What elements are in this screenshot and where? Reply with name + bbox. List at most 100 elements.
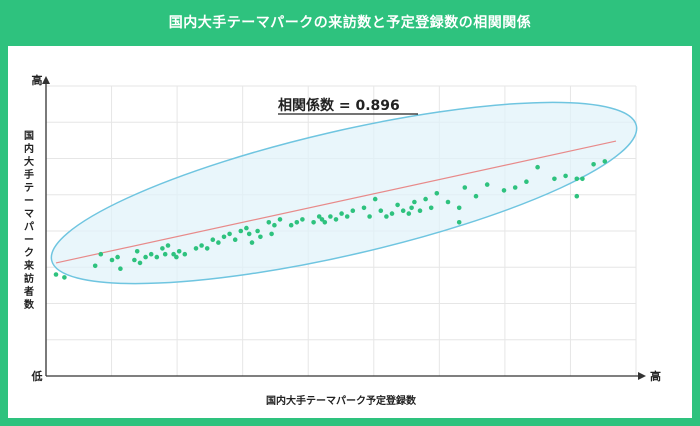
data-point	[591, 162, 596, 167]
y-axis-label-char: パ	[24, 222, 34, 233]
y-axis-label-char: 数	[24, 300, 34, 311]
data-point	[216, 240, 221, 245]
data-point	[535, 164, 540, 170]
data-point	[378, 208, 384, 213]
correlation-annotation: 相関係数 = 0.896	[278, 97, 400, 114]
data-point	[288, 222, 294, 228]
y-axis-label-char: 者	[24, 287, 34, 298]
data-point	[501, 188, 507, 193]
data-point	[162, 251, 168, 257]
data-point	[182, 251, 188, 257]
y-axis-label-char: ク	[24, 248, 34, 259]
data-point	[462, 185, 468, 190]
data-point	[238, 228, 244, 234]
data-point	[266, 220, 272, 225]
correlation-ellipse	[50, 101, 638, 285]
data-point	[602, 159, 608, 164]
y-axis-label-char: マ	[24, 209, 34, 220]
y-axis-label-char: 内	[24, 144, 34, 155]
data-point	[255, 228, 260, 234]
y-axis-label-char: 訪	[24, 274, 34, 285]
data-point	[199, 243, 204, 248]
data-point	[473, 193, 479, 199]
chart-title: 国内大手テーマパークの来訪数と予定登録数の相関関係	[168, 15, 532, 31]
data-point	[272, 222, 277, 228]
data-point	[137, 260, 143, 266]
data-point	[118, 266, 123, 271]
data-point	[333, 217, 339, 222]
data-point	[62, 275, 67, 280]
data-point	[372, 196, 378, 202]
data-point	[210, 237, 216, 242]
data-point	[148, 251, 154, 257]
y-axis-label-char: 来	[24, 261, 34, 272]
x-axis-label: 国内大手テーマパーク予定登録数	[266, 394, 417, 407]
data-point	[524, 179, 529, 184]
data-point	[580, 176, 585, 182]
x-axis-high-label: 高	[650, 369, 661, 383]
y-axis-label-char: 国	[24, 131, 34, 142]
data-point	[409, 205, 414, 211]
data-point	[512, 185, 518, 190]
y-axis-label-char: 手	[24, 170, 34, 181]
data-point	[563, 173, 568, 179]
data-point	[244, 225, 249, 231]
data-point	[456, 220, 462, 225]
data-point	[445, 199, 451, 205]
data-point	[204, 246, 210, 251]
data-point	[412, 199, 417, 205]
data-point	[456, 205, 462, 211]
y-axis-high-label: 高	[32, 73, 43, 87]
data-point	[277, 217, 283, 222]
data-point	[171, 251, 176, 257]
data-point	[484, 182, 490, 187]
y-axis-label-char: 大	[24, 157, 34, 168]
data-point	[160, 246, 165, 251]
data-point	[154, 254, 160, 260]
data-point	[339, 211, 344, 216]
data-point	[134, 249, 140, 254]
data-point	[294, 220, 300, 225]
trend-line	[55, 140, 617, 264]
data-point	[395, 202, 400, 208]
data-point	[109, 257, 115, 263]
data-point	[417, 208, 423, 213]
data-point	[406, 211, 412, 216]
data-point	[249, 240, 255, 245]
data-point	[319, 217, 325, 222]
data-point	[132, 257, 137, 263]
data-point	[552, 176, 557, 182]
data-point	[98, 251, 104, 257]
data-point	[574, 176, 580, 182]
data-point	[176, 249, 182, 254]
data-point	[316, 214, 322, 219]
y-axis-label: 国内大手テーマパーク来訪者数	[22, 130, 36, 312]
chart-panel: 国内大手テーマパーク来訪者数 高低高国内大手テーマパーク予定登録数 相関係数 = …	[8, 46, 692, 418]
y-axis-label-char: ー	[24, 235, 34, 246]
data-point	[53, 272, 59, 277]
data-point	[269, 231, 274, 237]
data-point	[193, 246, 199, 251]
y-axis-label-char: ー	[24, 196, 34, 207]
data-point	[384, 214, 389, 219]
data-point	[350, 208, 356, 213]
data-point	[232, 237, 238, 242]
data-point	[344, 214, 350, 219]
data-point	[367, 214, 372, 219]
data-point	[400, 208, 406, 213]
y-axis-label-char: テ	[24, 183, 34, 194]
data-point	[428, 205, 434, 211]
data-point	[300, 217, 305, 222]
data-point	[143, 254, 148, 260]
axis-low-label: 低	[31, 369, 43, 383]
data-point	[115, 254, 120, 260]
data-point	[574, 193, 580, 199]
data-point	[389, 211, 395, 216]
data-point	[165, 243, 171, 248]
data-point	[174, 254, 179, 260]
data-point	[434, 191, 440, 196]
data-point	[361, 205, 367, 211]
data-point	[92, 263, 98, 269]
data-point	[246, 231, 252, 237]
